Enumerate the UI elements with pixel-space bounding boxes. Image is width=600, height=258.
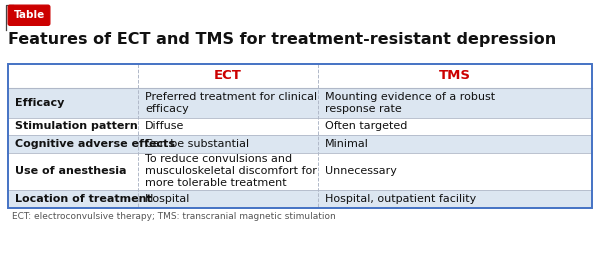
Text: Efficacy: Efficacy — [15, 98, 64, 108]
Text: Stimulation pattern: Stimulation pattern — [15, 121, 138, 131]
FancyBboxPatch shape — [8, 5, 50, 25]
Text: Can be substantial: Can be substantial — [145, 139, 249, 149]
Bar — [8, 63, 592, 88]
Text: Mounting evidence of a robust
response rate: Mounting evidence of a robust response r… — [325, 92, 495, 114]
Bar — [8, 135, 592, 152]
Text: Minimal: Minimal — [325, 139, 369, 149]
Bar — [8, 88, 592, 117]
Text: Unnecessary: Unnecessary — [325, 166, 397, 176]
Text: Use of anesthesia: Use of anesthesia — [15, 166, 127, 176]
Text: Hospital, outpatient facility: Hospital, outpatient facility — [325, 194, 476, 204]
Text: Often targeted: Often targeted — [325, 121, 407, 131]
Text: ECT: electroconvulsive therapy; TMS: transcranial magnetic stimulation: ECT: electroconvulsive therapy; TMS: tra… — [11, 212, 335, 221]
Bar — [8, 63, 592, 207]
Bar — [8, 117, 592, 135]
Text: Preferred treatment for clinical
efficacy: Preferred treatment for clinical efficac… — [145, 92, 317, 114]
Text: To reduce convulsions and
musculoskeletal discomfort for
more tolerable treatmen: To reduce convulsions and musculoskeleta… — [145, 154, 317, 188]
Bar — [8, 152, 592, 190]
Text: Cognitive adverse effects: Cognitive adverse effects — [15, 139, 175, 149]
Text: TMS: TMS — [439, 69, 471, 82]
Bar — [8, 190, 592, 207]
Text: Features of ECT and TMS for treatment-resistant depression: Features of ECT and TMS for treatment-re… — [8, 31, 556, 46]
Text: Hospital: Hospital — [145, 194, 190, 204]
Text: Table: Table — [13, 10, 44, 20]
Text: Location of treatment: Location of treatment — [15, 194, 152, 204]
Text: ECT: ECT — [214, 69, 242, 82]
Text: Diffuse: Diffuse — [145, 121, 184, 131]
